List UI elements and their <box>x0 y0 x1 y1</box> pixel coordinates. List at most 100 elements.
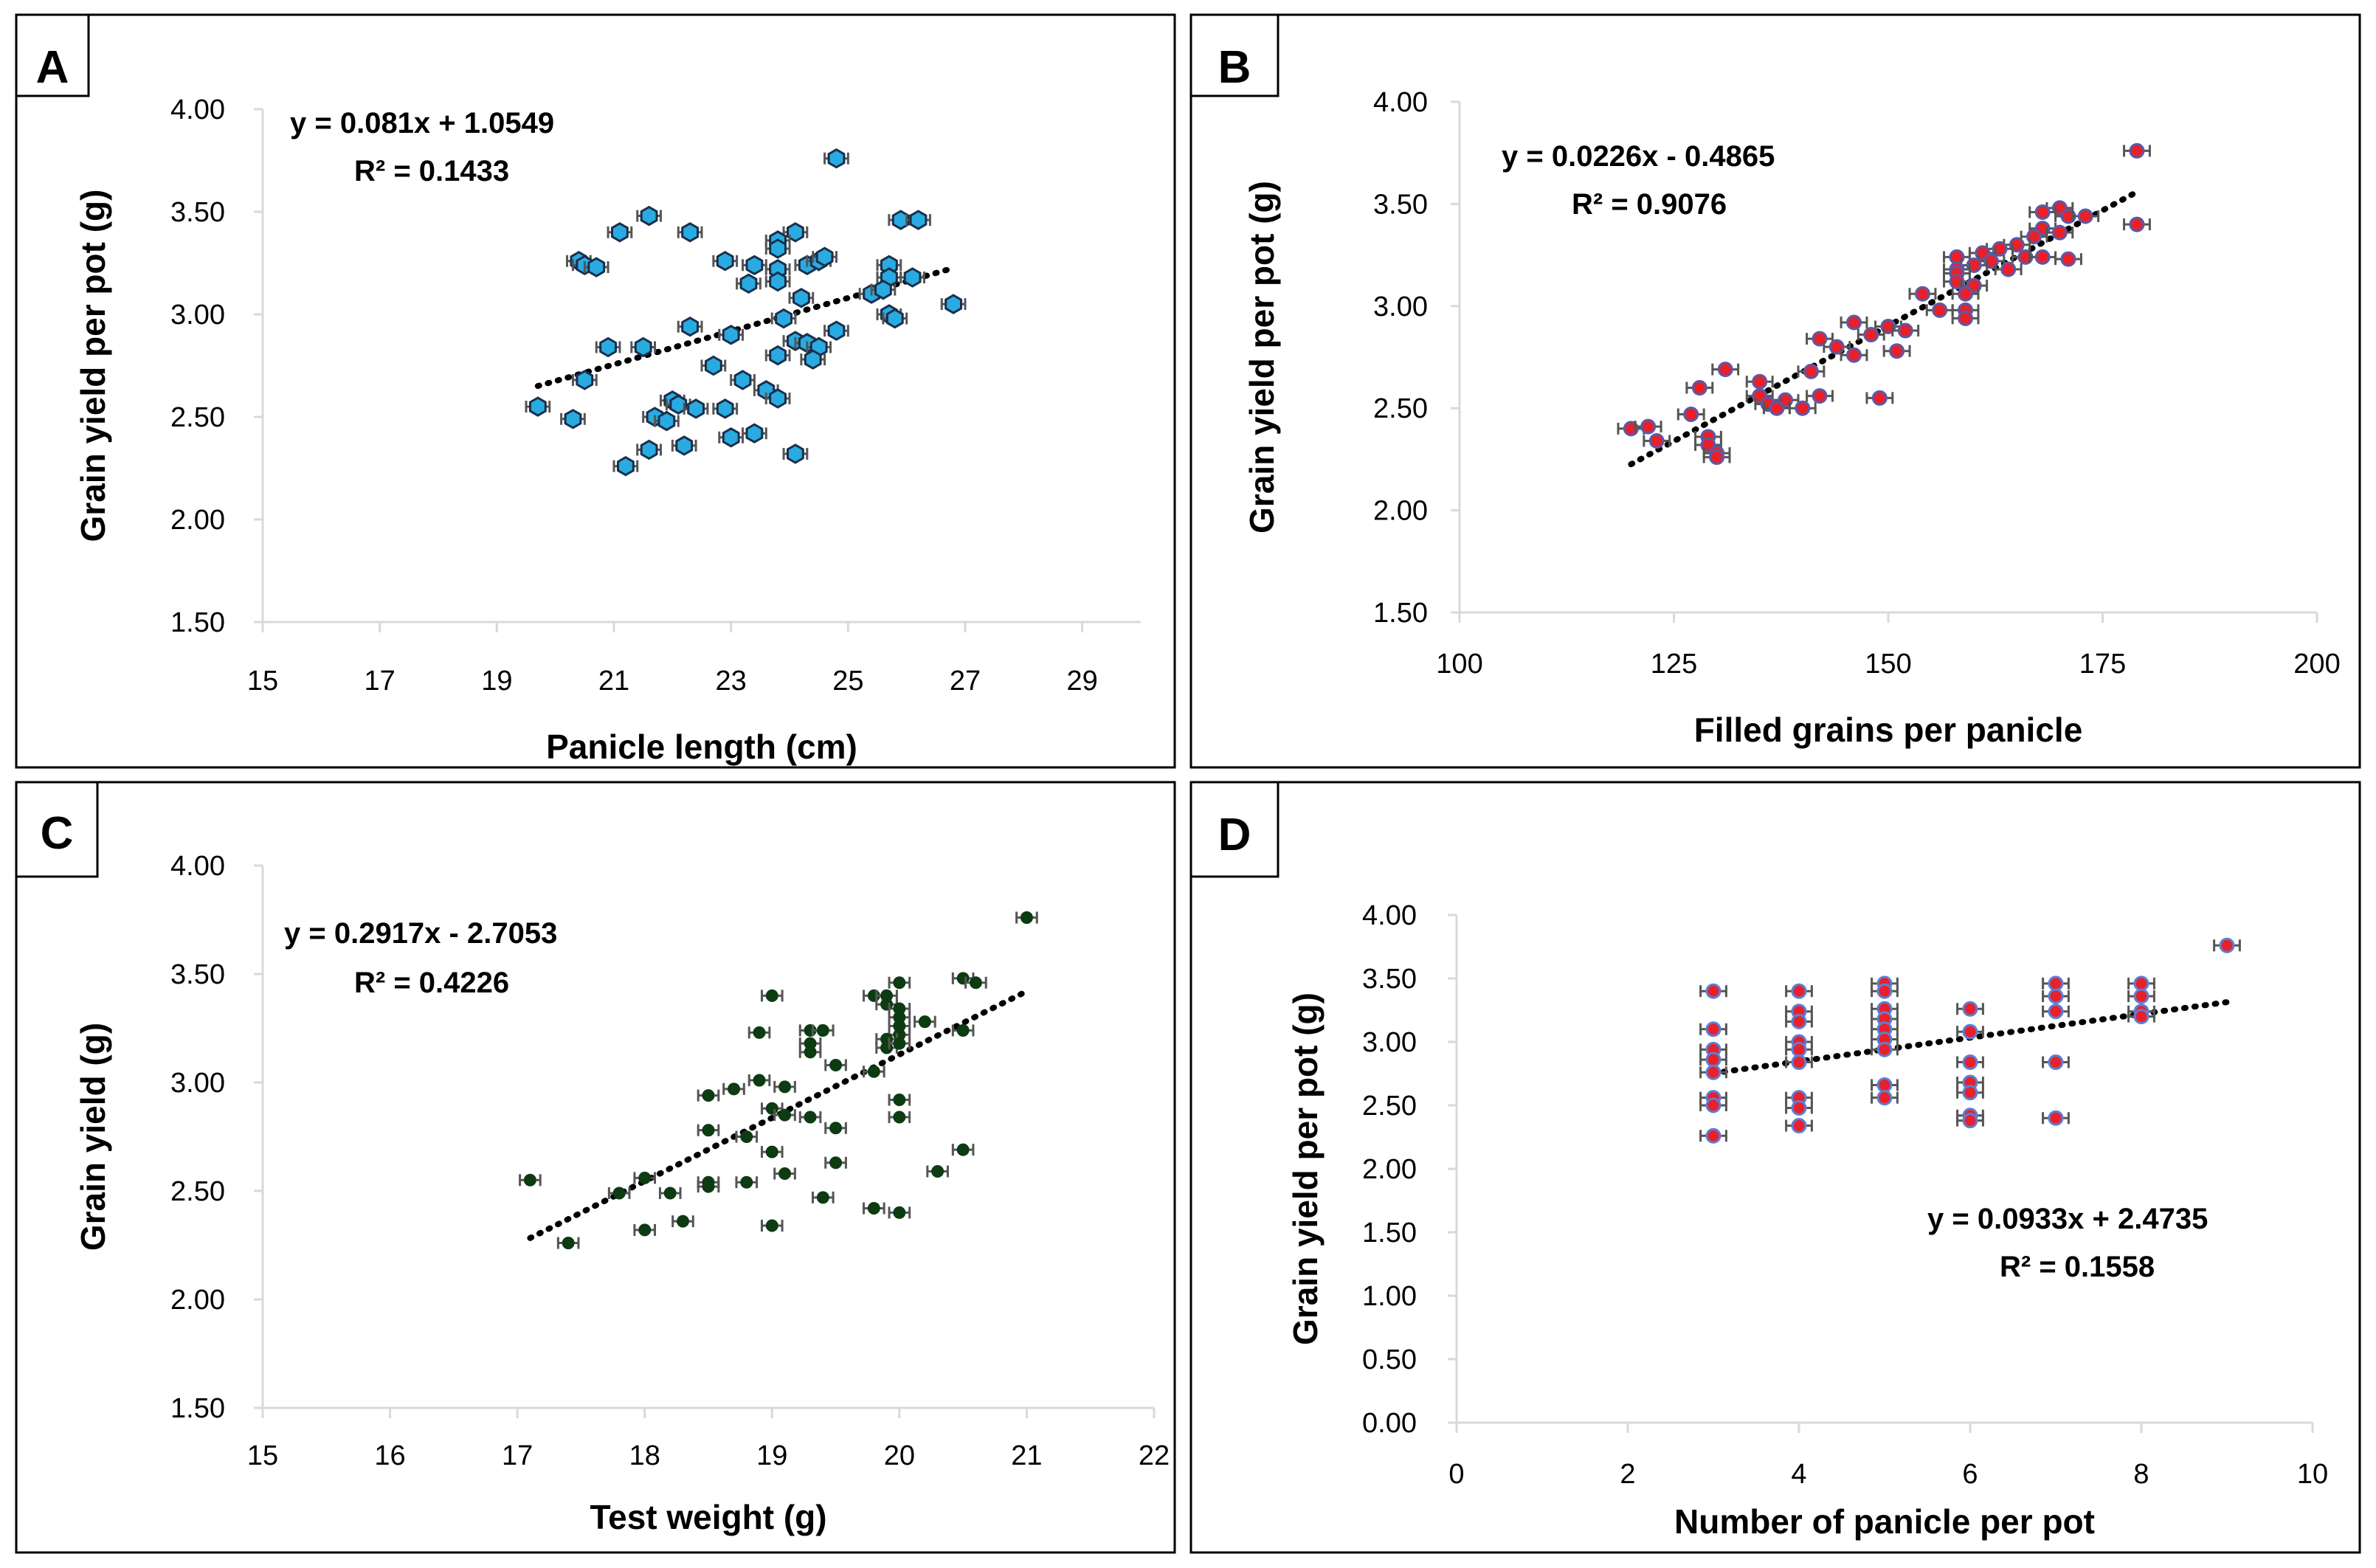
y-tick-label: 2.50 <box>1362 1091 1417 1122</box>
data-point-13 <box>745 255 764 276</box>
data-point-47 <box>663 1187 677 1200</box>
data-point-43 <box>1769 400 1785 416</box>
data-point-1 <box>2129 216 2145 232</box>
data-points <box>1699 937 2241 1144</box>
x-axis-title: Panicle length (cm) <box>546 728 857 766</box>
regression-equation: y = 0.0933x + 2.4735 <box>1927 1203 2208 1235</box>
x-tick-label: 29 <box>1067 666 1098 697</box>
panel-B: B 1.50 2.00 2.50 3.00 3.50 4.00 100 125 150 175 200… <box>1189 13 2361 769</box>
x-tick-label: 21 <box>1011 1440 1042 1471</box>
data-point-4 <box>1705 1064 1721 1080</box>
data-point-12 <box>716 250 734 272</box>
data-point-25 <box>1876 1090 1893 1106</box>
data-point-0 <box>1705 983 1721 999</box>
y-tick-label: 3.50 <box>1362 964 1417 995</box>
data-point-47 <box>669 394 688 415</box>
y-axis-title: Grain yield per pot (g) <box>74 190 112 542</box>
data-point-36 <box>765 1145 778 1158</box>
x-tick-label: 18 <box>629 1440 660 1471</box>
panel-D: D 0.00 0.50 1.00 1.50 2.00 2.50 3.00 3.50 4.00 0 2 4… <box>1189 781 2361 1554</box>
r-squared-label: R² = 0.9076 <box>1572 188 1727 221</box>
data-point-2 <box>969 976 982 990</box>
y-tick-label: 3.00 <box>170 1068 225 1099</box>
data-point-22 <box>829 1058 843 1071</box>
y-tick-label: 2.00 <box>1362 1154 1417 1185</box>
data-point-40 <box>778 1167 792 1180</box>
data-point-54 <box>675 435 694 456</box>
data-point-14 <box>893 1037 906 1050</box>
y-tick-label: 0.00 <box>1362 1408 1417 1439</box>
data-point-4 <box>765 989 778 1002</box>
data-point-54 <box>562 1237 575 1250</box>
data-point-7 <box>2051 224 2068 241</box>
x-axis-title: Test weight (g) <box>590 1498 826 1536</box>
x-tick-label: 15 <box>247 1440 278 1471</box>
data-point-17 <box>2034 249 2051 265</box>
x-tick-label: 19 <box>481 666 512 697</box>
r-squared-label: R² = 0.1433 <box>354 155 509 187</box>
data-point-38 <box>1752 373 1768 390</box>
y-axis-title: Grain yield per pot (g) <box>1286 992 1325 1345</box>
y-tick-label: 4.00 <box>170 851 225 882</box>
data-point-27 <box>1962 1023 1978 1040</box>
data-point-40 <box>705 355 722 376</box>
data-point-47 <box>1683 407 1699 423</box>
data-point-36 <box>2048 1054 2064 1071</box>
data-point-17 <box>815 246 834 267</box>
data-point-39 <box>931 1165 944 1178</box>
data-point-48 <box>687 398 705 419</box>
data-point-58 <box>617 455 635 477</box>
data-point-41 <box>733 370 752 390</box>
y-tick-label: 3.00 <box>1362 1027 1417 1058</box>
data-point-51 <box>657 410 676 432</box>
y-axis-title: Grain yield per pot (g) <box>1243 181 1281 533</box>
data-point-30 <box>1962 1085 1978 1101</box>
x-tick-label: 25 <box>832 666 863 697</box>
x-tick-label: 8 <box>2133 1459 2149 1490</box>
data-point-33 <box>2048 975 2064 992</box>
data-point-39 <box>2133 988 2149 1004</box>
data-point-28 <box>1962 1054 1978 1071</box>
data-point-38 <box>769 345 787 366</box>
data-point-46 <box>1871 390 1888 406</box>
data-point-8 <box>1791 983 1807 999</box>
data-point-21 <box>804 1046 817 1059</box>
data-point-30 <box>681 316 699 337</box>
data-point-33 <box>702 1124 715 1137</box>
data-point-37 <box>634 336 652 358</box>
data-point-23 <box>1958 286 1974 302</box>
regression-equation: y = 0.0226x - 0.4865 <box>1502 140 1775 173</box>
regression-equation: y = 0.2917x - 2.7053 <box>284 917 557 950</box>
panel-frame <box>1189 781 2361 1554</box>
x-tick-label: 0 <box>1448 1459 1464 1490</box>
y-tick-label: 3.50 <box>1373 189 1428 220</box>
data-points <box>525 148 967 477</box>
data-point-54 <box>1709 449 1725 466</box>
data-point-16 <box>956 1023 970 1037</box>
panel-frame <box>15 781 1176 1554</box>
data-point-53 <box>765 1219 778 1232</box>
panel-frame <box>1189 13 2361 769</box>
data-point-31 <box>1863 327 1879 343</box>
data-point-27 <box>775 308 792 329</box>
data-point-50 <box>893 1206 906 1219</box>
y-tick-label: 2.00 <box>170 1285 225 1316</box>
panel-badge <box>15 781 99 878</box>
data-point-1 <box>1705 1021 1721 1037</box>
data-point-38 <box>829 1156 843 1170</box>
x-tick-label: 15 <box>247 666 278 697</box>
x-tick-label: 2 <box>1620 1459 1635 1490</box>
data-point-0 <box>827 148 846 169</box>
data-point-43 <box>702 1180 715 1193</box>
data-point-19 <box>753 1026 766 1039</box>
y-tick-label: 2.00 <box>170 505 225 536</box>
data-point-37 <box>956 1143 970 1156</box>
data-point-25 <box>874 279 892 300</box>
data-point-5 <box>2077 208 2093 224</box>
y-tick-label: 1.50 <box>1373 598 1428 629</box>
data-point-57 <box>787 443 804 464</box>
data-point-3 <box>1705 1051 1721 1068</box>
r-squared-label: R² = 0.4226 <box>354 967 509 999</box>
data-point-11 <box>587 257 606 277</box>
data-point-49 <box>716 398 734 419</box>
